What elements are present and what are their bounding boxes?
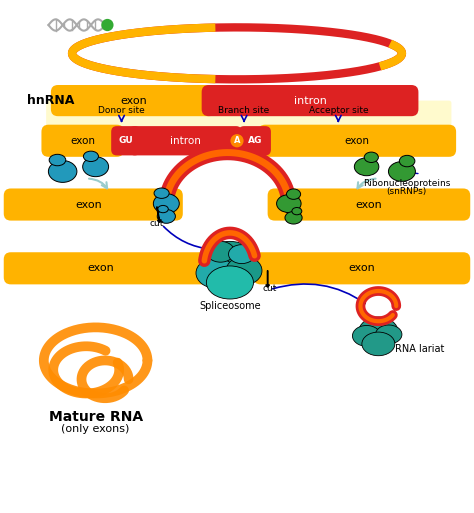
Ellipse shape [353, 325, 381, 346]
FancyBboxPatch shape [46, 101, 451, 131]
Ellipse shape [158, 205, 168, 213]
Ellipse shape [355, 158, 379, 176]
Text: intron: intron [293, 95, 327, 106]
Text: exon: exon [75, 200, 102, 209]
FancyBboxPatch shape [4, 252, 216, 284]
FancyBboxPatch shape [41, 125, 124, 157]
Text: exon: exon [356, 200, 383, 209]
Ellipse shape [277, 194, 301, 212]
Ellipse shape [364, 152, 378, 163]
Text: Ribonucleoproteins: Ribonucleoproteins [363, 179, 450, 188]
Ellipse shape [228, 245, 255, 264]
Text: Mature RNA: Mature RNA [48, 410, 143, 424]
Ellipse shape [82, 157, 109, 176]
Text: exon: exon [348, 263, 375, 273]
Circle shape [101, 19, 114, 31]
FancyArrow shape [4, 195, 18, 205]
FancyBboxPatch shape [51, 85, 216, 116]
Ellipse shape [286, 189, 301, 200]
FancyBboxPatch shape [129, 126, 242, 155]
Circle shape [230, 134, 244, 147]
Ellipse shape [206, 242, 235, 262]
Text: hnRNA: hnRNA [27, 94, 75, 107]
Text: (only exons): (only exons) [62, 424, 130, 434]
Text: A: A [234, 136, 240, 145]
FancyArrow shape [266, 271, 270, 287]
Text: intron: intron [170, 136, 201, 146]
Text: exon: exon [120, 95, 147, 106]
FancyBboxPatch shape [258, 125, 456, 157]
FancyArrow shape [456, 259, 470, 268]
FancyBboxPatch shape [238, 126, 271, 155]
Ellipse shape [157, 209, 175, 223]
Ellipse shape [206, 266, 254, 299]
Text: Donor site: Donor site [98, 106, 145, 114]
FancyArrow shape [157, 207, 161, 223]
Text: exon: exon [70, 136, 95, 146]
Ellipse shape [49, 154, 66, 166]
FancyBboxPatch shape [4, 188, 183, 221]
Text: AG: AG [247, 136, 262, 145]
Text: Spliceosome: Spliceosome [199, 301, 261, 311]
Text: Branch site: Branch site [219, 106, 270, 114]
Text: (snRNPs): (snRNPs) [386, 187, 427, 195]
FancyBboxPatch shape [111, 126, 140, 155]
Ellipse shape [83, 151, 99, 162]
Ellipse shape [285, 211, 302, 224]
Text: RNA lariat: RNA lariat [395, 344, 444, 353]
Ellipse shape [48, 161, 77, 183]
FancyBboxPatch shape [254, 252, 470, 284]
Ellipse shape [292, 208, 302, 215]
Text: cut: cut [263, 284, 277, 292]
Text: cut: cut [150, 219, 164, 228]
Text: Acceptor site: Acceptor site [309, 106, 368, 114]
FancyBboxPatch shape [268, 188, 470, 221]
Ellipse shape [389, 162, 415, 181]
Ellipse shape [399, 155, 415, 167]
Text: exon: exon [87, 263, 114, 273]
Ellipse shape [362, 332, 395, 356]
Text: exon: exon [345, 136, 370, 146]
Ellipse shape [154, 194, 179, 213]
FancyBboxPatch shape [201, 85, 419, 116]
Ellipse shape [358, 317, 398, 347]
Ellipse shape [154, 188, 169, 199]
Ellipse shape [375, 325, 402, 344]
Ellipse shape [196, 258, 236, 288]
Ellipse shape [204, 242, 256, 281]
Ellipse shape [226, 256, 262, 285]
Text: GU: GU [118, 136, 133, 145]
